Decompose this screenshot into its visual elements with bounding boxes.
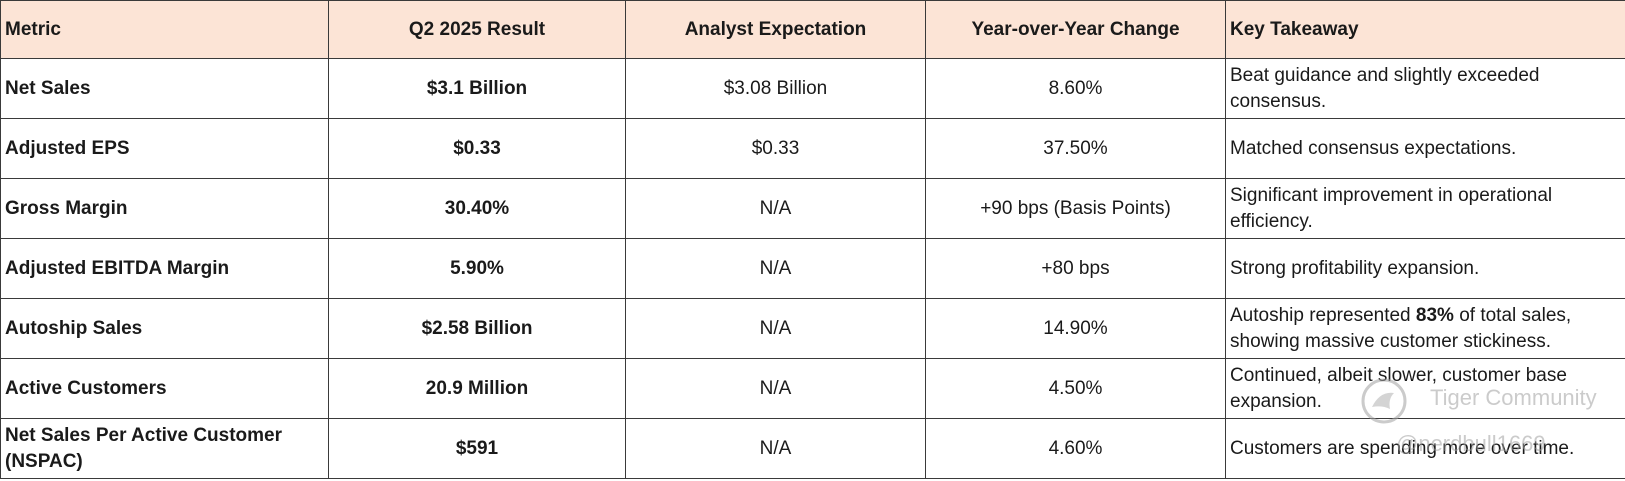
takeaway-cell: Customers are spending more over time. xyxy=(1225,418,1625,479)
yoy-cell: +90 bps (Basis Points) xyxy=(925,178,1226,239)
table-row: Gross Margin 30.40% N/A +90 bps (Basis P… xyxy=(0,178,1625,239)
header-metric: Metric xyxy=(0,0,329,59)
table-row: Adjusted EBITDA Margin 5.90% N/A +80 bps… xyxy=(0,238,1625,299)
header-row: Metric Q2 2025 Result Analyst Expectatio… xyxy=(0,0,1625,59)
expectation-cell: $3.08 Billion xyxy=(625,58,926,119)
takeaway-cell: Beat guidance and slightly exceeded cons… xyxy=(1225,58,1625,119)
result-cell: $2.58 Billion xyxy=(328,298,626,359)
yoy-cell: 14.90% xyxy=(925,298,1226,359)
result-cell: 30.40% xyxy=(328,178,626,239)
result-cell: 20.9 Million xyxy=(328,358,626,419)
takeaway-text: Autoship represented xyxy=(1230,304,1416,326)
metric-cell: Adjusted EBITDA Margin xyxy=(0,238,329,299)
yoy-cell: 37.50% xyxy=(925,118,1226,179)
header-yoy: Year-over-Year Change xyxy=(925,0,1226,59)
yoy-cell: +80 bps xyxy=(925,238,1226,299)
result-cell: $3.1 Billion xyxy=(328,58,626,119)
expectation-cell: N/A xyxy=(625,238,926,299)
result-cell: $0.33 xyxy=(328,118,626,179)
expectation-cell: N/A xyxy=(625,178,926,239)
yoy-cell: 8.60% xyxy=(925,58,1226,119)
yoy-cell: 4.50% xyxy=(925,358,1226,419)
expectation-cell: N/A xyxy=(625,358,926,419)
metric-cell: Net Sales Per Active Customer (NSPAC) xyxy=(0,418,329,479)
table-row: Autoship Sales $2.58 Billion N/A 14.90% … xyxy=(0,298,1625,359)
metric-cell: Gross Margin xyxy=(0,178,329,239)
takeaway-highlight: 83% xyxy=(1415,304,1454,326)
takeaway-cell: Matched consensus expectations. xyxy=(1225,118,1625,179)
takeaway-cell: Autoship represented 83% of total sales,… xyxy=(1225,298,1625,359)
expectation-cell: N/A xyxy=(625,298,926,359)
table-row: Active Customers 20.9 Million N/A 4.50% … xyxy=(0,358,1625,419)
metric-cell: Autoship Sales xyxy=(0,298,329,359)
yoy-cell: 4.60% xyxy=(925,418,1226,479)
header-takeaway: Key Takeaway xyxy=(1225,0,1625,59)
metric-cell: Active Customers xyxy=(0,358,329,419)
table-row: Net Sales Per Active Customer (NSPAC) $5… xyxy=(0,418,1625,479)
expectation-cell: N/A xyxy=(625,418,926,479)
header-expectation: Analyst Expectation xyxy=(625,0,926,59)
metric-cell: Net Sales xyxy=(0,58,329,119)
takeaway-cell: Significant improvement in operational e… xyxy=(1225,178,1625,239)
result-cell: 5.90% xyxy=(328,238,626,299)
metric-cell: Adjusted EPS xyxy=(0,118,329,179)
header-result: Q2 2025 Result xyxy=(328,0,626,59)
table-row: Adjusted EPS $0.33 $0.33 37.50% Matched … xyxy=(0,118,1625,179)
table-row: Net Sales $3.1 Billion $3.08 Billion 8.6… xyxy=(0,58,1625,119)
expectation-cell: $0.33 xyxy=(625,118,926,179)
takeaway-cell: Strong profitability expansion. xyxy=(1225,238,1625,299)
result-cell: $591 xyxy=(328,418,626,479)
takeaway-text: of total sales, showing massive customer… xyxy=(1230,304,1572,352)
takeaway-cell: Continued, albeit slower, customer base … xyxy=(1225,358,1625,419)
